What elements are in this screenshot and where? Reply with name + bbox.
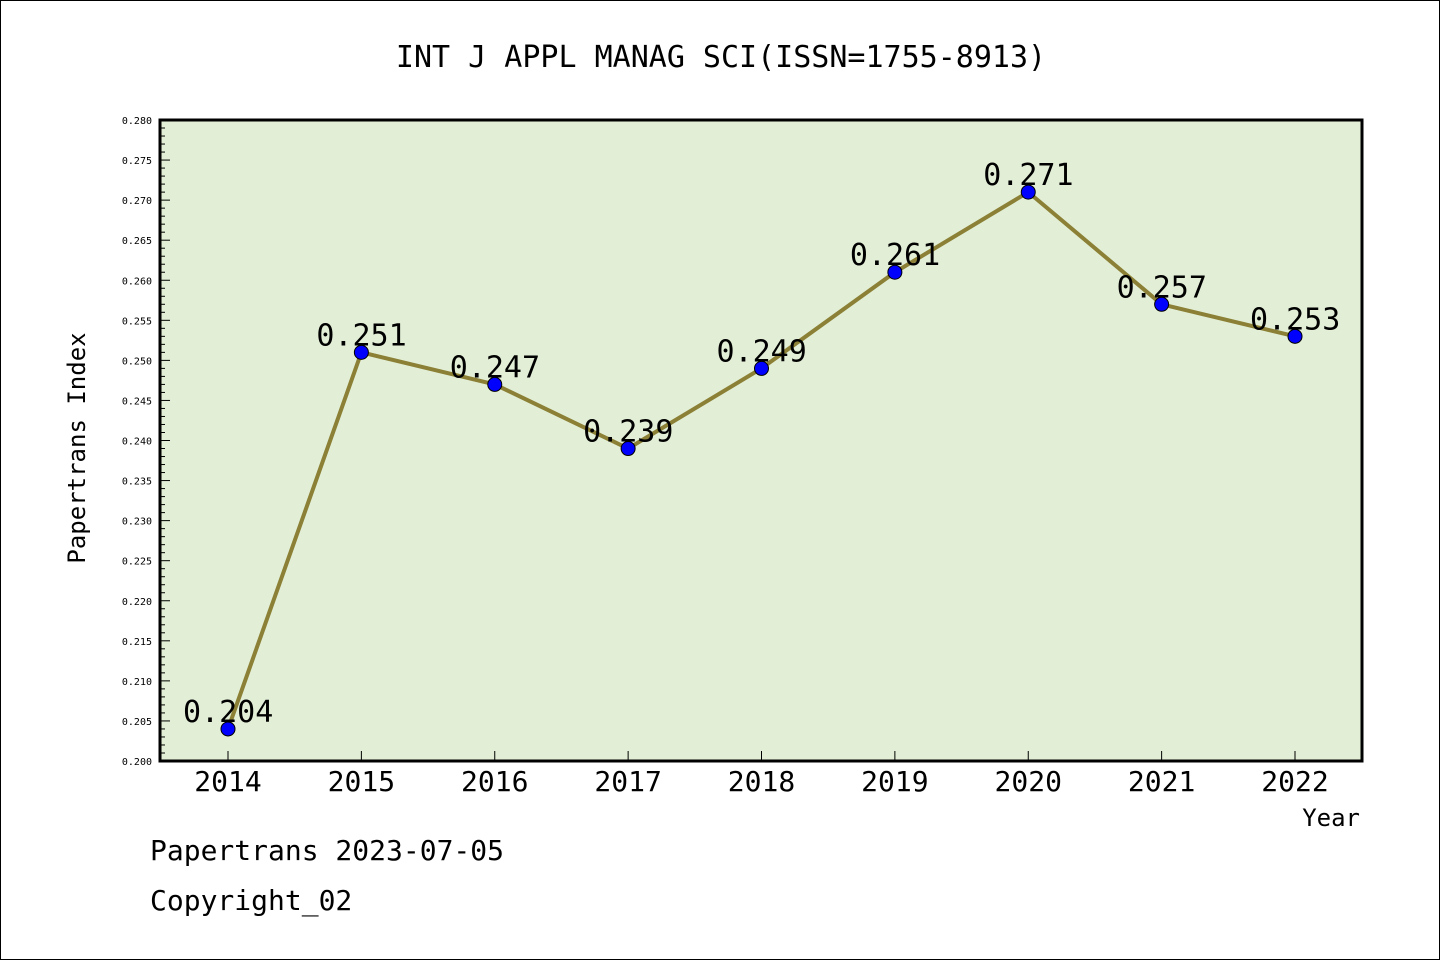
- y-tick-label: 0.235: [122, 477, 152, 488]
- y-tick-label: 0.245: [122, 396, 152, 407]
- data-labels-group: 0.204 0.251 0.247 0.239 0.249 0.261 0.271 0.257…: [183, 158, 1340, 730]
- y-tick-label: 0.240: [122, 437, 152, 448]
- y-tick-label: 0.255: [122, 316, 152, 327]
- x-tick-label: 2017: [594, 765, 661, 798]
- data-point: [487, 376, 503, 392]
- data-point: [1154, 296, 1170, 312]
- data-label: 0.251: [316, 318, 406, 353]
- y-tick-label: 0.275: [122, 156, 152, 167]
- y-tick-label: 0.270: [122, 196, 152, 207]
- data-point: [620, 441, 636, 457]
- data-label: 0.271: [983, 158, 1073, 193]
- y-tick-label: 0.250: [122, 356, 152, 367]
- data-point: [887, 264, 903, 280]
- y-tick-label: 0.200: [122, 757, 152, 768]
- data-point: [754, 360, 769, 376]
- x-tick-label: 2022: [1261, 765, 1328, 798]
- chart-title: INT J APPL MANAG SCI(ISSN=1755-8913): [396, 40, 1046, 75]
- data-label: 0.253: [1250, 302, 1340, 337]
- y-axis-ticks: 0.200 0.205 0.210 0.215 0.220 0.225 0.230 0.235…: [122, 116, 170, 768]
- footer-date: Papertrans 2023-07-05: [150, 834, 505, 867]
- data-label: 0.261: [850, 238, 940, 273]
- y-tick-label: 0.265: [122, 236, 152, 247]
- x-tick-label: 2014: [194, 765, 261, 798]
- data-point: [1020, 184, 1036, 200]
- y-tick-label: 0.280: [122, 116, 152, 127]
- data-label: 0.257: [1117, 270, 1207, 305]
- y-tick-label: 0.230: [122, 517, 152, 528]
- x-tick-label: 2020: [995, 765, 1062, 798]
- plot-area: [158, 118, 1364, 763]
- x-tick-label: 2018: [728, 765, 795, 798]
- x-axis-label: Year: [1302, 804, 1360, 832]
- y-tick-label: 0.225: [122, 557, 152, 568]
- x-tick-label: 2016: [461, 765, 528, 798]
- data-point: [353, 344, 369, 360]
- x-tick-label: 2015: [328, 765, 395, 798]
- data-point: [1287, 328, 1303, 344]
- x-tick-label: 2021: [1128, 765, 1195, 798]
- data-label: 0.247: [450, 350, 540, 385]
- y-axis-label: Papertrans Index: [63, 332, 91, 563]
- x-axis-ticks: 2014 2015 2016 2017 2018 2019 2020 2021 2022: [194, 751, 1329, 798]
- y-tick-label: 0.215: [122, 637, 152, 648]
- data-label: 0.204: [183, 695, 273, 730]
- y-tick-label: 0.205: [122, 717, 152, 728]
- x-tick-label: 2019: [861, 765, 928, 798]
- footer-copyright: Copyright_02: [150, 884, 353, 917]
- data-points-group: [220, 184, 1303, 737]
- y-tick-label: 0.260: [122, 276, 152, 287]
- data-label: 0.249: [717, 334, 807, 369]
- y-tick-label: 0.210: [122, 677, 152, 688]
- y-tick-label: 0.220: [122, 597, 152, 608]
- data-point: [220, 721, 236, 737]
- data-label: 0.239: [583, 415, 673, 450]
